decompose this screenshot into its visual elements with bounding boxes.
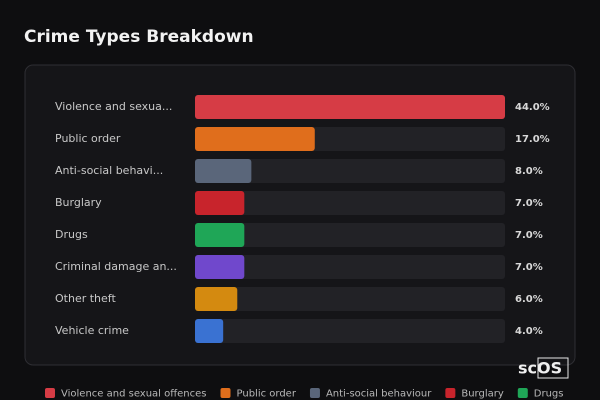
category-label: Other theft [55,292,116,305]
bar [195,191,245,215]
value-label: 7.0% [515,198,543,209]
legend-marker [45,388,55,398]
category-label: Criminal damage an... [55,260,177,273]
legend-label: Drugs [534,389,564,400]
value-label: 7.0% [515,230,543,241]
bar-track [195,159,505,183]
watermark-box [537,357,569,379]
value-label: 17.0% [515,134,550,145]
bar [195,287,238,311]
legend-marker [445,388,456,398]
chart-title: Crime Types Breakdown [24,27,254,47]
category-label: Anti-social behavi... [55,164,163,177]
legend-marker [220,388,231,398]
legend-marker [309,388,320,398]
bar [195,255,245,279]
category-label: Violence and sexua... [55,100,172,113]
bar [195,95,505,119]
bar [195,223,245,247]
category-label: Public order [55,132,121,145]
category-label: Drugs [55,228,88,241]
legend-label: Burglary [461,389,503,400]
bar-track [195,223,505,247]
value-label: 44.0% [515,102,550,113]
bar [195,127,315,151]
legend-label: Public order [237,389,297,400]
category-label: Burglary [55,196,102,209]
value-label: 4.0% [515,326,543,337]
value-label: 8.0% [515,166,543,177]
legend-marker [517,388,528,398]
bar [195,319,224,343]
legend-label: Anti-social behaviour [326,389,432,400]
legend-label: Violence and sexual offences [61,389,207,400]
watermark: scOS [518,359,562,378]
bar-track [195,255,505,279]
bar-track [195,191,505,215]
value-label: 6.0% [515,294,543,305]
bar [195,159,252,183]
bar-track [195,287,505,311]
bar-track [195,319,505,343]
value-label: 7.0% [515,262,543,273]
category-label: Vehicle crime [55,324,129,337]
